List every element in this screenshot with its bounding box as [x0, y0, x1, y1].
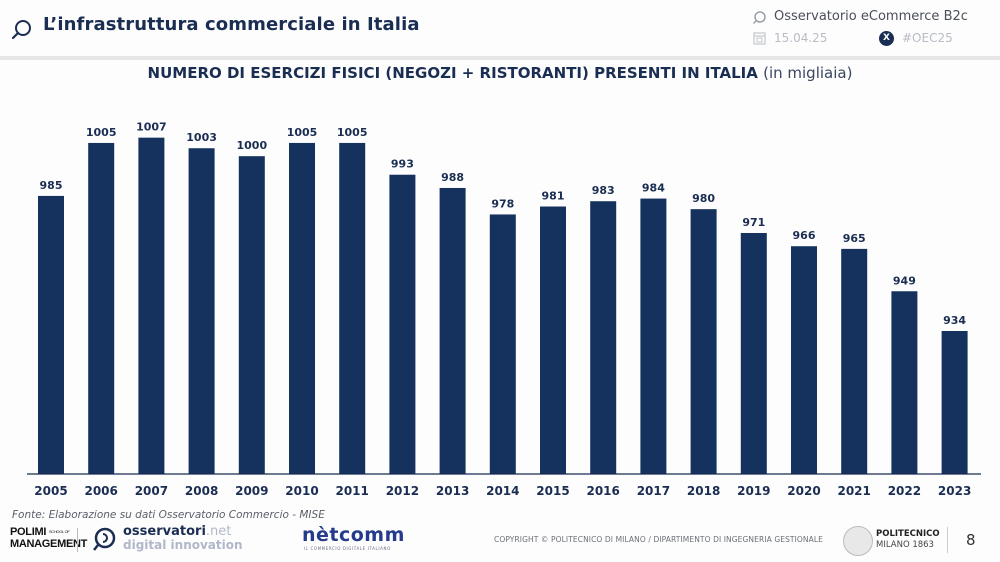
date: 15.04.25: [774, 31, 828, 45]
bar-2022: [891, 291, 918, 474]
bar-2007: [138, 137, 165, 474]
bar-2013: [439, 187, 466, 474]
bar-2017: [640, 198, 667, 474]
data-label-2023: 934: [943, 314, 966, 327]
x-tick-2016: 2016: [586, 484, 619, 498]
page-divider: [947, 527, 948, 553]
x-tick-2008: 2008: [185, 484, 218, 498]
bar-2021: [841, 248, 868, 474]
netcomm-tagline: IL COMMERCIO DIGITALE ITALIANO: [304, 546, 391, 551]
bar-2006: [88, 142, 115, 474]
politecnico-name: POLITECNICO: [876, 529, 940, 539]
x-tick-2011: 2011: [335, 484, 368, 498]
observatory-name: Osservatorio eCommerce B2c: [774, 9, 968, 24]
x-tick-2021: 2021: [837, 484, 870, 498]
data-label-2019: 971: [742, 216, 765, 229]
x-tick-2023: 2023: [938, 484, 971, 498]
politecnico-city: MILANO 1863: [876, 540, 934, 550]
x-tick-2013: 2013: [436, 484, 469, 498]
data-label-2013: 988: [441, 171, 464, 184]
bar-2008: [188, 148, 215, 474]
bar-2015: [540, 206, 566, 474]
osservatori-logo-net: .net: [205, 524, 232, 539]
data-label-2010: 1005: [287, 126, 318, 139]
page-number: 8: [966, 531, 976, 549]
x-tick-2018: 2018: [687, 484, 720, 498]
bar-2014: [489, 214, 516, 474]
x-tick-2006: 2006: [84, 484, 117, 498]
bar-2012: [389, 174, 416, 474]
page-title: L’infrastruttura commerciale in Italia: [43, 14, 420, 35]
x-tick-2012: 2012: [386, 484, 419, 498]
x-tick-2015: 2015: [536, 484, 569, 498]
data-label-2007: 1007: [136, 121, 167, 134]
data-label-2017: 984: [642, 182, 665, 195]
data-label-2005: 985: [40, 179, 63, 192]
source-note: Fonte: Elaborazione su dati Osservatorio…: [12, 509, 325, 521]
bar-2023: [941, 330, 968, 474]
x-tick-2014: 2014: [486, 484, 519, 498]
data-label-2014: 978: [491, 197, 514, 210]
polimi-logo: POLIMI SCHOOL OF MANAGEMENT: [10, 526, 87, 550]
data-label-2021: 965: [843, 232, 866, 245]
bar-2009: [238, 156, 265, 474]
bar-2005: [38, 195, 64, 474]
bar-2016: [590, 201, 617, 474]
data-label-2008: 1003: [186, 131, 217, 144]
osservatori-logo: osservatori.net: [123, 524, 231, 539]
logo-divider: [77, 528, 78, 552]
calendar-icon: [753, 32, 766, 45]
x-tick-2020: 2020: [787, 484, 820, 498]
polimi-logo-school: SCHOOL OF: [48, 529, 70, 534]
bar-2011: [339, 142, 366, 474]
politecnico-seal-icon: [843, 526, 873, 556]
data-label-2015: 981: [542, 190, 565, 203]
header: [0, 0, 1000, 56]
x-tick-2017: 2017: [637, 484, 670, 498]
x-tick-2007: 2007: [135, 484, 168, 498]
magnifier-chat-icon: [11, 20, 31, 40]
observatory-icon: [752, 11, 766, 25]
x-tick-2019: 2019: [737, 484, 770, 498]
netcomm-logo: nètcomm: [302, 524, 405, 546]
chart-title: NUMERO DI ESERCIZI FISICI (NEGOZI + RIST…: [0, 64, 1000, 82]
bar-2018: [690, 209, 717, 474]
polimi-logo-line2: MANAGEMENT: [10, 538, 88, 550]
x-tick-2010: 2010: [285, 484, 318, 498]
data-label-2006: 1005: [86, 126, 117, 139]
chart-title-main: NUMERO DI ESERCIZI FISICI (NEGOZI + RIST…: [147, 64, 758, 82]
x-tick-2022: 2022: [888, 484, 921, 498]
data-label-2011: 1005: [337, 126, 368, 139]
bar-2020: [791, 246, 817, 474]
x-logo-icon: X: [879, 31, 894, 46]
osservatori-logo-sub: digital innovation: [123, 538, 243, 552]
bar-2010: [289, 142, 315, 474]
x-tick-2005: 2005: [34, 484, 67, 498]
data-label-2009: 1000: [236, 139, 267, 152]
hashtag: #OEC25: [902, 31, 953, 45]
data-label-2018: 980: [692, 192, 715, 205]
osservatori-logo-icon: [93, 527, 116, 551]
data-label-2020: 966: [793, 229, 816, 242]
copyright: COPYRIGHT © POLITECNICO DI MILANO / DIPA…: [494, 535, 823, 544]
header-separator: [0, 56, 1000, 60]
data-label-2022: 949: [893, 274, 916, 287]
x-tick-2009: 2009: [235, 484, 268, 498]
bar-2019: [740, 232, 767, 474]
polimi-logo-line1: POLIMI: [10, 526, 47, 538]
osservatori-logo-main: osservatori: [123, 524, 206, 539]
data-label-2016: 983: [592, 184, 615, 197]
chart-title-unit: (in migliaia): [763, 64, 853, 82]
data-label-2012: 993: [391, 158, 414, 171]
